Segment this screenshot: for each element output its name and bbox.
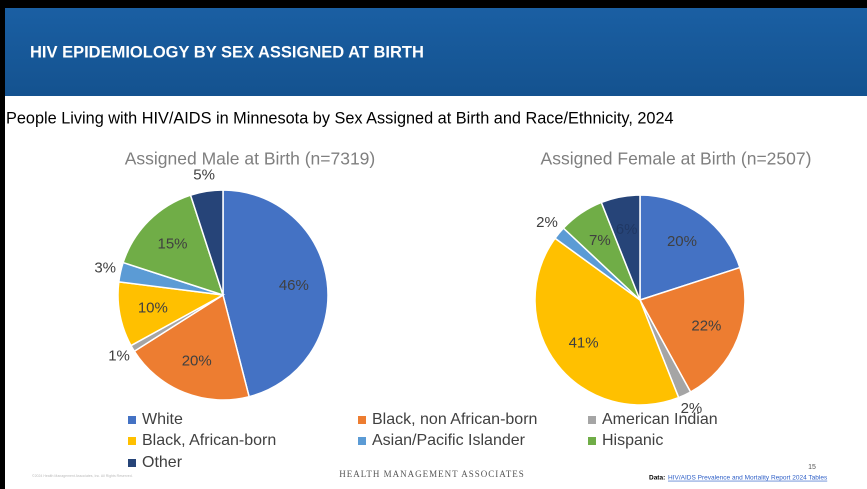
legend-swatch [128, 416, 136, 424]
data-label: 41% [569, 335, 599, 352]
pie-slice [638, 266, 746, 394]
data-label: 22% [691, 317, 721, 334]
legend-label: Asian/Pacific Islander [372, 432, 526, 449]
pie-slice [189, 189, 224, 296]
legend-swatch [588, 437, 596, 445]
brand: Health Management Associates [339, 469, 525, 479]
chart-title: Assigned Female at Birth (n=2507) [541, 149, 812, 169]
data-label: 3% [94, 260, 116, 277]
legend-swatch [588, 416, 596, 424]
source-link[interactable]: HIV/AIDS Prevalence and Mortality Report… [668, 475, 828, 482]
legend-label: Other [142, 454, 183, 471]
copyright: ©2024 Health Management Associates, Inc.… [32, 474, 133, 478]
page-number: 15 [808, 464, 816, 471]
pie-slice [600, 194, 641, 301]
data-label: 2% [536, 214, 558, 231]
legend-label: Black, African-born [142, 432, 276, 449]
data-label: 46% [279, 277, 309, 294]
data-label: 2% [681, 400, 703, 417]
legend-label: Hispanic [602, 432, 663, 449]
legend-swatch [128, 437, 136, 445]
legend-label: American Indian [602, 411, 718, 428]
legend-swatch [128, 459, 136, 467]
data-label: 15% [157, 235, 187, 252]
data-label: 5% [193, 167, 215, 184]
pie-slice [534, 237, 680, 406]
data-label: 7% [589, 232, 611, 249]
chart-title: Assigned Male at Birth (n=7319) [125, 149, 376, 169]
header-title: HIV EPIDEMIOLOGY BY SEX ASSIGNED AT BIRT… [30, 43, 424, 61]
pie-slice [222, 189, 329, 398]
data-label: 20% [182, 352, 212, 369]
data-label: 1% [108, 347, 130, 364]
data-label: 10% [138, 299, 168, 316]
subtitle: People Living with HIV/AIDS in Minnesota… [6, 109, 674, 127]
legend-swatch [358, 416, 366, 424]
data-label: 6% [616, 221, 638, 238]
pie-slice [639, 194, 741, 302]
header-band [5, 8, 867, 96]
data-label: 20% [667, 233, 697, 250]
legend-label: Black, non African-born [372, 411, 537, 428]
legend-label: White [142, 411, 183, 428]
pie-slice [133, 293, 251, 401]
legend-swatch [358, 437, 366, 445]
source-prefix: Data: [649, 475, 665, 482]
